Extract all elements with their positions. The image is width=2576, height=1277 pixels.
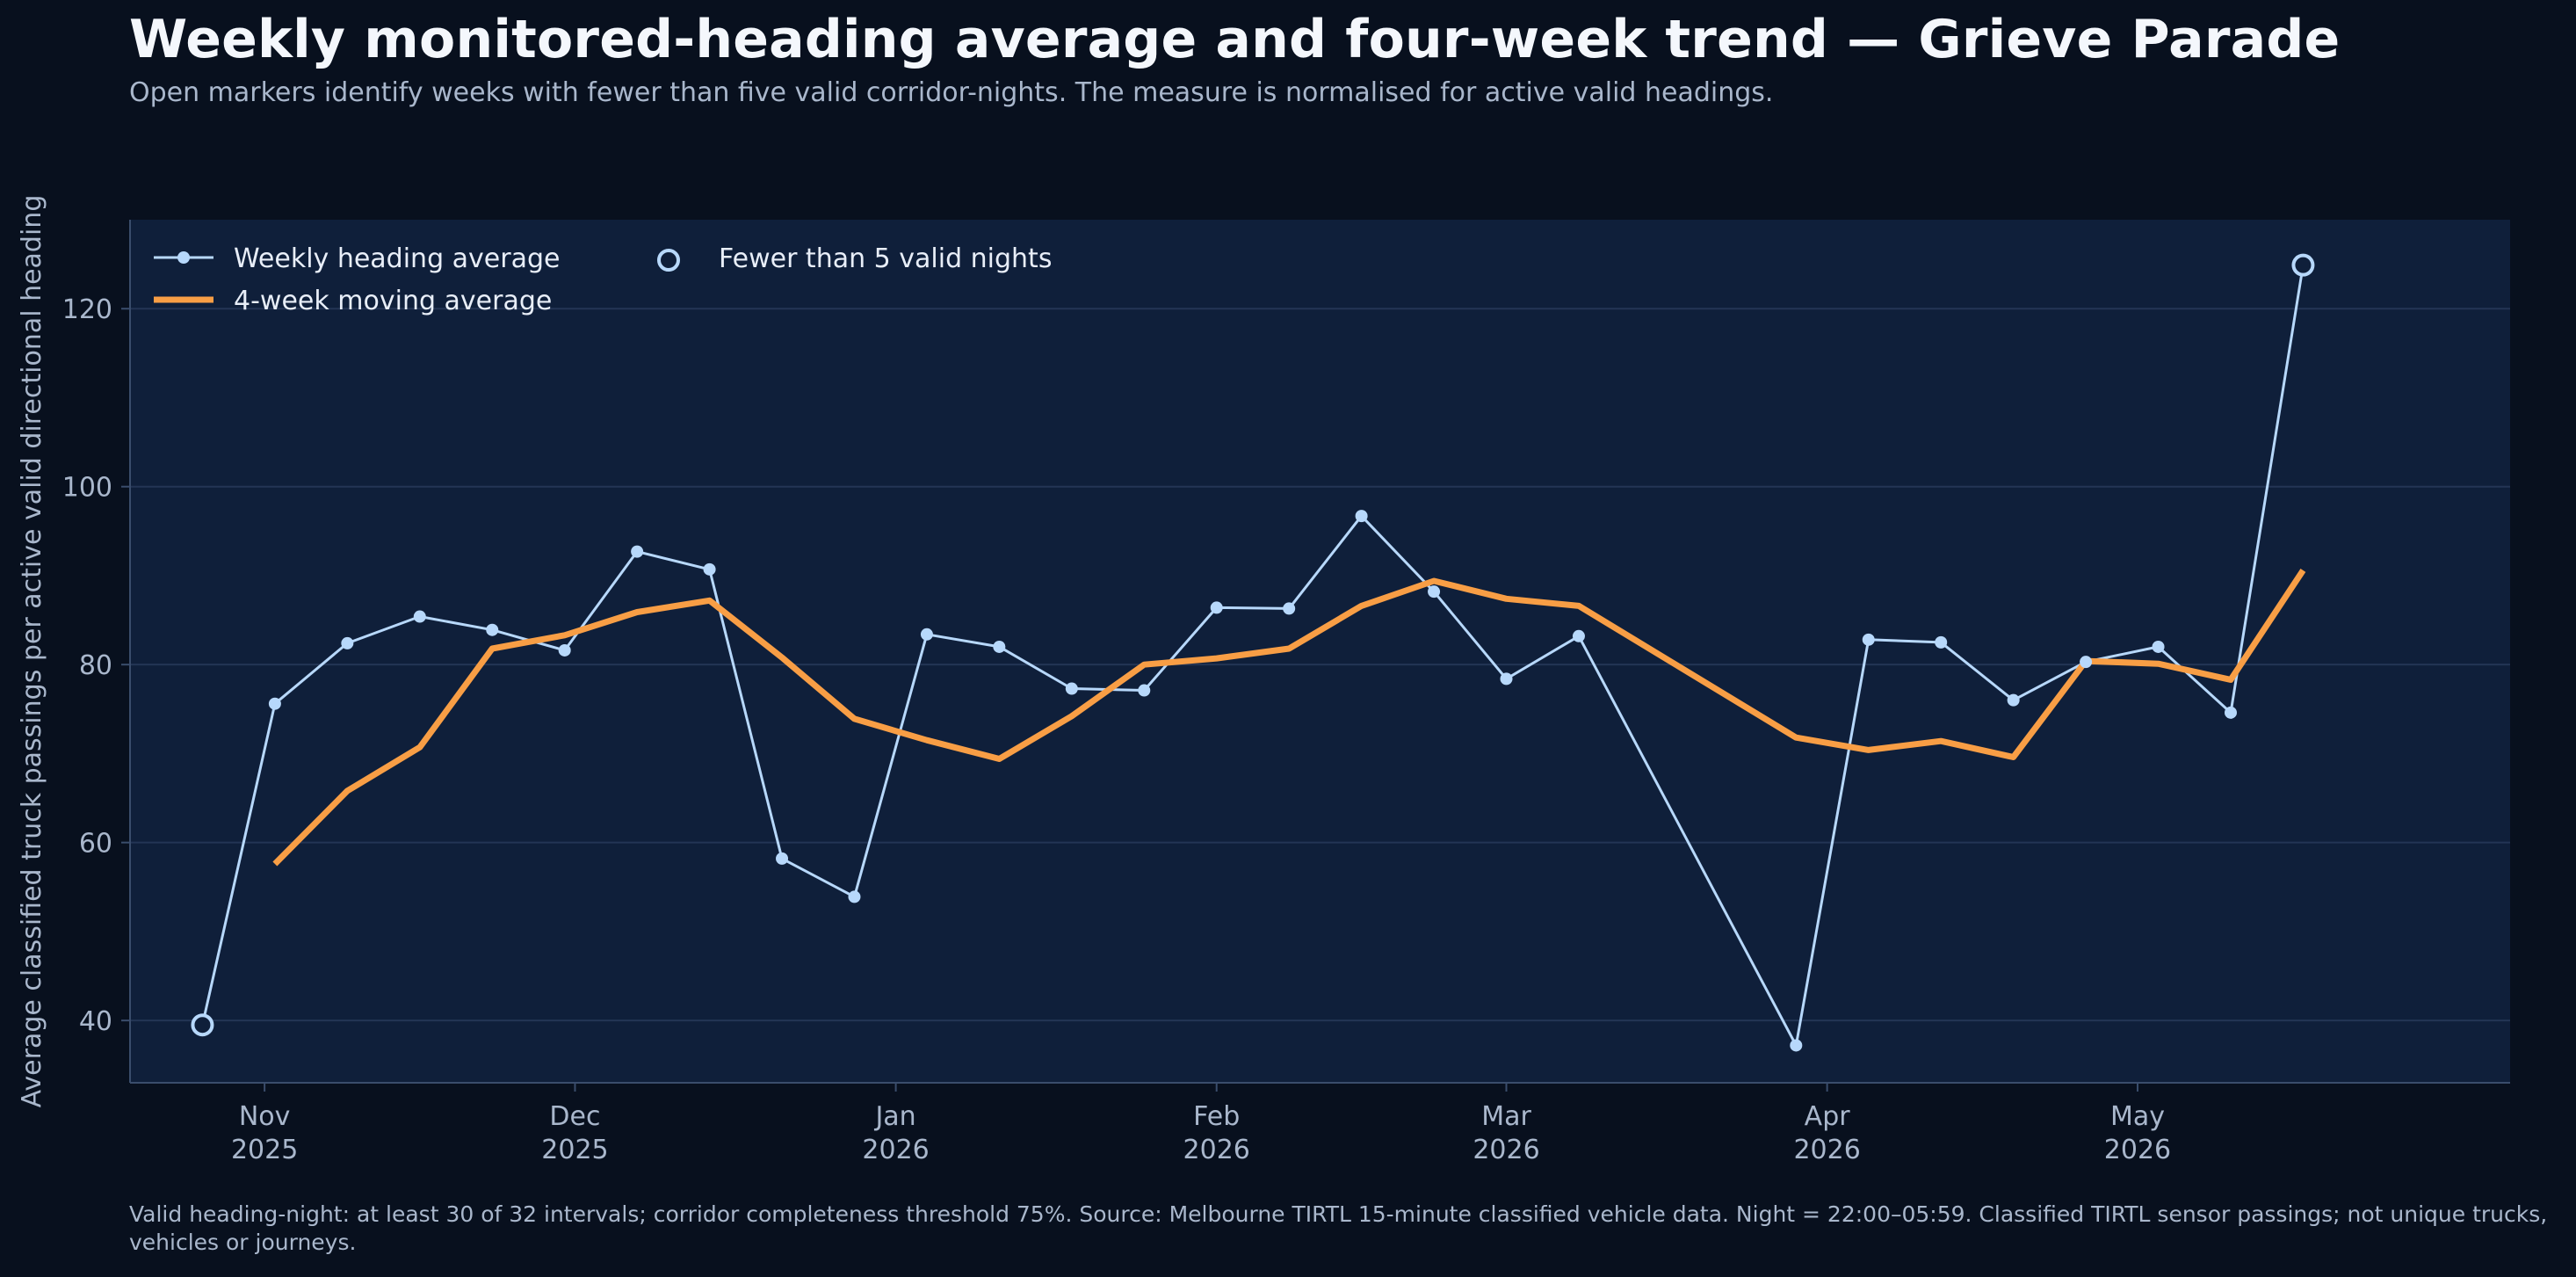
x-tick-label-month: Dec [549,1101,600,1132]
data-point-low-coverage [191,1013,214,1037]
data-point [2007,693,2020,707]
series-line-4-week-moving-average [272,568,2306,867]
data-point [1210,601,1223,614]
chart-title: Weekly monitored-heading average and fou… [129,9,2341,70]
x-axis-ticks: Nov2025Dec2025Jan2026Feb2026Mar2026Apr20… [231,1083,2171,1165]
data-point [631,545,644,558]
data-point [848,890,861,903]
x-tick-label-month: Mar [1481,1101,1531,1132]
x-tick-label-year: 2025 [541,1135,608,1165]
data-point [413,610,426,623]
x-tick-label-year: 2026 [1183,1135,1250,1165]
data-point [1428,585,1441,599]
data-point [2080,656,2093,669]
data-point [1138,684,1151,697]
series [191,253,2315,1052]
legend-weekly-marker-swatch [177,251,190,264]
data-point [1500,672,1513,686]
x-tick-label-month: Feb [1193,1101,1240,1132]
chart-footnote: Valid heading-night: at least 30 of 32 i… [129,1201,2548,1255]
data-point [1572,629,1585,642]
plot-area [130,220,2510,1083]
x-tick-label-year: 2025 [231,1135,298,1165]
legend-low-coverage-swatch [657,249,680,272]
data-point [1790,1039,1803,1052]
y-tick-label: 80 [79,650,112,681]
data-point [1862,633,1875,646]
legend-low-coverage-label: Fewer than 5 valid nights [719,243,1052,274]
data-point [2152,640,2165,653]
x-tick-label-year: 2026 [2104,1135,2171,1165]
data-point [703,562,716,576]
x-tick-label-month: May [2110,1101,2165,1132]
legend-weekly-label: Weekly heading average [234,243,560,274]
data-point [1283,602,1296,615]
y-tick-label: 120 [62,294,112,325]
data-point [1935,635,1948,649]
x-tick-label-month: Jan [873,1101,915,1132]
y-tick-label: 100 [62,473,112,504]
legend: Weekly heading average 4-week moving ave… [154,243,1052,316]
data-point [920,628,933,641]
chart-subtitle: Open markers identify weeks with fewer t… [129,77,1774,108]
y-tick-label: 60 [79,829,112,860]
x-tick-label-year: 2026 [1793,1135,1860,1165]
data-point [1065,682,1078,695]
data-point [558,643,571,657]
x-tick-label-year: 2026 [1473,1135,1539,1165]
y-axis-ticks: 40 60 80 100 120 [62,294,130,1037]
data-point [776,852,789,865]
x-tick-label-month: Apr [1805,1101,1851,1132]
y-tick-label: 40 [79,1006,112,1037]
data-point [1355,510,1368,523]
y-axis-label: Average classified truck passings per ac… [17,195,47,1108]
data-point [486,623,499,636]
data-point [993,640,1006,653]
legend-moving-label: 4-week moving average [234,286,552,316]
data-point-low-coverage [2291,253,2315,277]
x-tick-label-year: 2026 [862,1135,929,1165]
x-tick-label-month: Nov [239,1101,291,1132]
data-point [268,697,281,710]
data-point [2224,706,2237,719]
data-point [341,636,354,649]
